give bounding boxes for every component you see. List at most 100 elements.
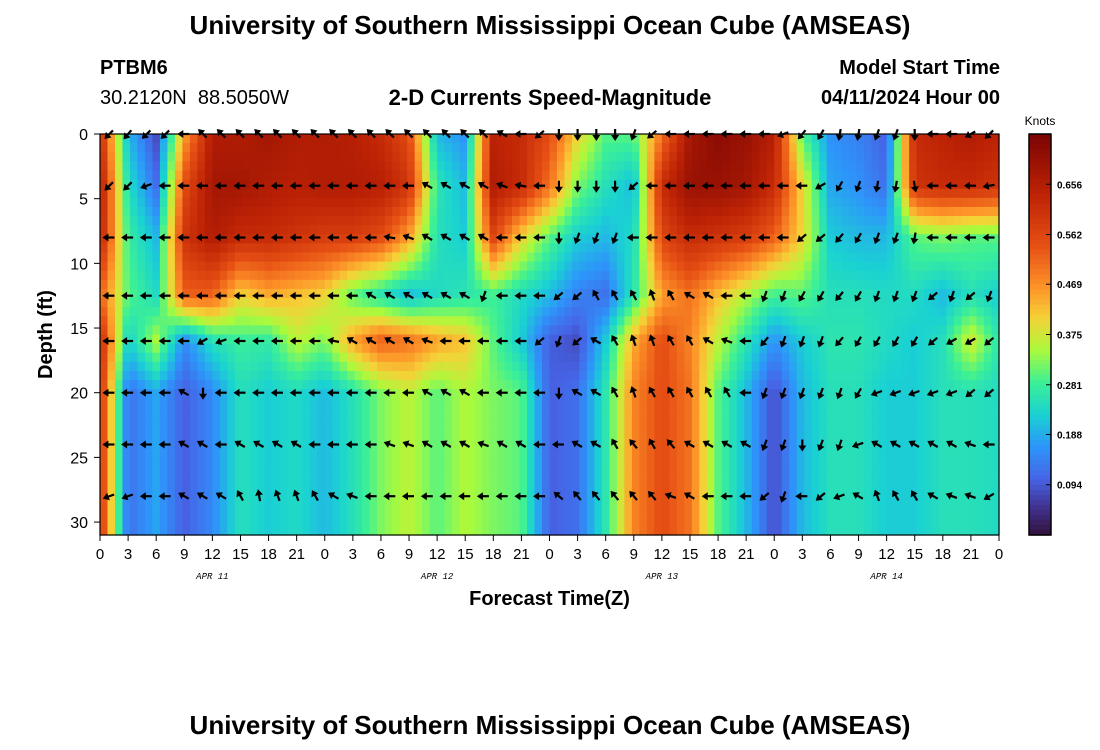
heatmap-cell: [467, 416, 476, 427]
heatmap-cell: [601, 161, 611, 172]
heatmap-cell: [631, 462, 640, 472]
heatmap-cell: [309, 243, 318, 254]
heatmap-cell: [916, 143, 925, 153]
heatmap-cell: [736, 234, 745, 244]
heatmap-cell: [624, 179, 633, 190]
heatmap-cell: [706, 161, 715, 172]
heatmap-cell: [901, 206, 910, 217]
heatmap-cell: [317, 261, 326, 272]
heatmap-cell: [242, 443, 251, 454]
heatmap-cell: [534, 434, 543, 445]
heatmap-cell: [264, 143, 273, 153]
heatmap-cell: [422, 197, 431, 208]
heatmap-cell: [586, 370, 596, 381]
heatmap-cell: [189, 498, 198, 509]
heatmap-cell: [174, 425, 184, 436]
heatmap-cell: [257, 316, 266, 326]
heatmap-cell: [100, 507, 109, 518]
heatmap-cell: [422, 425, 431, 436]
heatmap-cell: [354, 398, 363, 409]
heatmap-cell: [287, 243, 296, 254]
heatmap-cell: [189, 443, 198, 454]
heatmap-cell: [729, 407, 738, 418]
heatmap-cell: [901, 416, 910, 427]
heatmap-cell: [781, 370, 790, 381]
heatmap-cell: [497, 498, 506, 509]
heatmap-cell: [279, 389, 288, 399]
heatmap-cell: [534, 525, 543, 536]
heatmap-cell: [916, 361, 925, 372]
heatmap-cell: [796, 288, 805, 299]
heatmap-cell: [556, 425, 566, 436]
heatmap-cell: [819, 361, 828, 372]
heatmap-cell: [766, 307, 775, 317]
heatmap-cell: [257, 161, 266, 172]
heatmap-cell: [444, 361, 453, 372]
heatmap-cell: [152, 243, 161, 254]
heatmap-cell: [219, 370, 228, 381]
heatmap-cell: [197, 225, 206, 235]
heatmap-cell: [369, 152, 378, 162]
heatmap-cell: [429, 243, 438, 254]
heatmap-cell: [864, 425, 873, 436]
heatmap-cell: [227, 452, 236, 463]
heatmap-cell: [841, 279, 850, 290]
heatmap-cell: [542, 225, 551, 235]
heatmap-cell: [242, 161, 251, 172]
heatmap-cell: [542, 507, 551, 518]
heatmap-cell: [309, 298, 318, 308]
heatmap-cell: [167, 462, 176, 472]
heatmap-cell: [886, 188, 895, 199]
heatmap-cell: [182, 370, 191, 381]
heatmap-cell: [234, 197, 243, 208]
heatmap-cell: [474, 471, 483, 481]
heatmap-cell: [886, 170, 895, 181]
heatmap-cell: [249, 143, 258, 153]
heatmap-cell: [122, 425, 131, 436]
heatmap-cell: [834, 206, 843, 217]
heatmap-cell: [931, 370, 940, 381]
heatmap-cell: [407, 143, 416, 153]
heatmap-cell: [706, 380, 715, 390]
heatmap-cell: [901, 498, 910, 509]
heatmap-cell: [894, 279, 903, 290]
heatmap-cell: [167, 498, 176, 509]
heatmap-cell: [594, 288, 603, 299]
heatmap-cell: [706, 489, 715, 500]
heatmap-cell: [549, 361, 558, 372]
heatmap-cell: [684, 462, 693, 472]
heatmap-cell: [616, 462, 626, 472]
heatmap-cell: [789, 179, 798, 190]
heatmap-cell: [407, 298, 416, 308]
heatmap-cell: [594, 334, 603, 345]
heatmap-cell: [579, 179, 588, 190]
heatmap-cell: [609, 170, 618, 181]
heatmap-cell: [107, 252, 116, 263]
heatmap-cell: [871, 361, 880, 372]
heatmap-cell: [556, 143, 566, 153]
heatmap-cell: [916, 161, 925, 172]
heatmap-cell: [452, 407, 461, 418]
heatmap-cell: [624, 516, 633, 527]
heatmap-cell: [736, 334, 745, 345]
heatmap-cell: [871, 398, 880, 409]
heatmap-cell: [264, 443, 273, 454]
heatmap-cell: [639, 462, 648, 472]
heatmap-cell: [167, 416, 176, 427]
heatmap-cell: [474, 480, 483, 491]
heatmap-cell: [182, 507, 191, 518]
heatmap-cell: [324, 343, 333, 354]
heatmap-cell: [549, 343, 558, 354]
heatmap-cell: [542, 298, 551, 308]
heatmap-cell: [766, 288, 775, 299]
heatmap-cell: [646, 279, 655, 290]
heatmap-cell: [736, 170, 745, 181]
heatmap-cell: [474, 134, 483, 144]
heatmap-cell: [909, 188, 918, 199]
heatmap-cell: [594, 216, 603, 226]
heatmap-cell: [616, 298, 626, 308]
heatmap-cell: [272, 134, 281, 144]
heatmap-cell: [512, 370, 521, 381]
heatmap-cell: [317, 179, 326, 190]
heatmap-cell: [422, 370, 431, 381]
